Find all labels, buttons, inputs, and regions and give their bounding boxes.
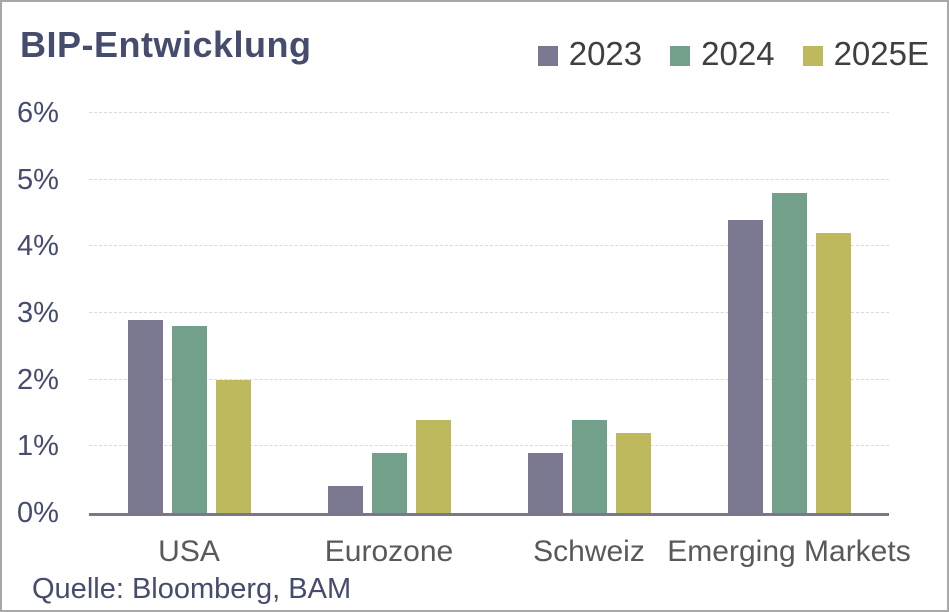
bar-usa-2023 [127, 320, 163, 513]
bar-emerging-markets-2024 [771, 193, 807, 513]
legend-swatch-2023-icon [537, 45, 558, 66]
legend-label-2023: 2023 [568, 35, 643, 72]
bar-emerging-markets-2025e [815, 233, 851, 513]
y-tick-0pct: 0% [17, 497, 59, 529]
legend-label-2024: 2024 [701, 35, 775, 72]
y-tick-1pct: 1% [17, 430, 59, 463]
bar-schweiz-2025e [615, 433, 651, 513]
gridline-2pct [89, 378, 889, 380]
legend-swatch-2024-icon [670, 45, 691, 66]
bar-schweiz-2023 [527, 453, 563, 513]
plot-area [89, 112, 889, 516]
y-tick-2pct: 2% [17, 363, 59, 396]
y-axis-labels: 0% 1% 2% 3% 4% 5% 6% [2, 2, 89, 610]
y-tick-6pct: 6% [17, 97, 59, 129]
chart-title: BIP-Entwicklung [20, 24, 312, 65]
bar-schweiz-2024 [571, 420, 607, 513]
bar-eurozone-2023 [327, 486, 363, 513]
bar-usa-2024 [171, 326, 207, 513]
gridline-3pct [89, 312, 889, 313]
gridline-4pct [89, 245, 889, 247]
source-note: Quelle: Bloomberg, BAM [32, 573, 352, 605]
x-label-eurozone: Eurozone [324, 535, 454, 568]
y-tick-4pct: 4% [17, 230, 59, 263]
y-tick-3pct: 3% [17, 297, 59, 329]
legend-item-2024: 2024 [670, 35, 775, 73]
legend-item-2023: 2023 [537, 35, 643, 73]
bar-eurozone-2024 [371, 453, 407, 513]
legend-label-2025e: 2025E [833, 35, 929, 72]
bar-usa-2025e [215, 380, 251, 513]
x-axis-baseline [89, 513, 889, 516]
legend-swatch-2025e-icon [802, 45, 823, 66]
gridline-6pct [89, 112, 889, 113]
bar-emerging-markets-2023 [727, 220, 763, 513]
legend-item-2025e: 2025E [802, 35, 929, 73]
x-label-emerging-markets: Emerging Markets [667, 535, 911, 568]
x-label-schweiz: Schweiz [533, 535, 645, 568]
legend: 2023 2024 2025E [537, 35, 929, 73]
x-label-usa: USA [158, 535, 220, 568]
gridline-1pct [89, 445, 889, 447]
bar-eurozone-2025e [415, 420, 451, 513]
gridline-5pct [89, 178, 889, 180]
y-tick-5pct: 5% [17, 163, 59, 196]
x-axis-labels: USA Eurozone Schweiz Emerging Markets [89, 535, 911, 571]
